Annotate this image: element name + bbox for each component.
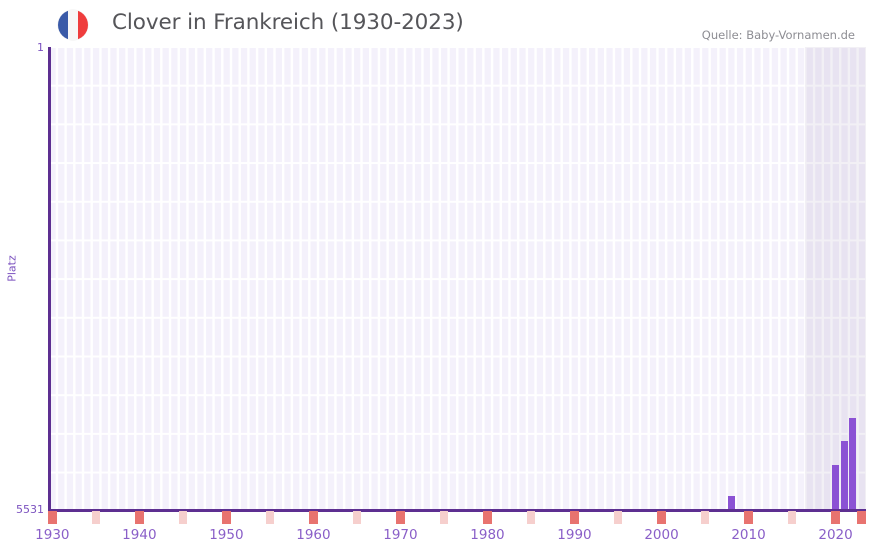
- grid-lines: [48, 47, 866, 511]
- x-tick-label-1940: 1940: [122, 527, 157, 543]
- x-axis-line: [48, 509, 866, 512]
- x-tick-mark-1960: [309, 511, 318, 524]
- x-tick-mark-2023: [857, 511, 866, 524]
- x-tick-mark-1990: [570, 511, 579, 524]
- x-tick-label-2020: 2020: [818, 527, 853, 543]
- x-tick-mark-2010: [744, 511, 753, 524]
- y-axis-tick-bottom: 5531: [16, 503, 44, 516]
- x-tick-label-2010: 2010: [731, 527, 766, 543]
- x-tick-mark-1955: [265, 511, 275, 524]
- y-axis-tick-top: 1: [37, 41, 44, 54]
- chart-header: Clover in Frankreich (1930-2023) Quelle:…: [0, 0, 873, 46]
- x-tick-label-1970: 1970: [383, 527, 418, 543]
- chart-title: Clover in Frankreich (1930-2023): [112, 10, 464, 35]
- x-tick-mark-1985: [526, 511, 536, 524]
- x-tick-mark-1940: [135, 511, 144, 524]
- x-tick-label-1950: 1950: [209, 527, 244, 543]
- bar-2008[interactable]: [727, 495, 735, 511]
- x-tick-label-1960: 1960: [296, 527, 331, 543]
- flag-band-blue: [58, 10, 69, 40]
- x-tick-mark-1935: [91, 511, 101, 524]
- x-tick-mark-1980: [483, 511, 492, 524]
- bar-2022[interactable]: [849, 418, 857, 511]
- bar-2021[interactable]: [840, 440, 848, 511]
- x-tick-mark-1975: [439, 511, 449, 524]
- x-tick-label-1980: 1980: [470, 527, 505, 543]
- france-flag-icon: [58, 10, 88, 40]
- x-tick-mark-2020: [831, 511, 840, 524]
- source-attribution: Quelle: Baby-Vornamen.de: [701, 28, 855, 42]
- y-axis-line: [48, 47, 51, 511]
- y-axis-title: Platz: [5, 255, 19, 282]
- x-tick-mark-1965: [352, 511, 362, 524]
- x-tick-mark-1945: [178, 511, 188, 524]
- x-tick-mark-2015: [787, 511, 797, 524]
- x-tick-mark-2005: [700, 511, 710, 524]
- chart-plot-area: [48, 47, 866, 511]
- x-tick-mark-1970: [396, 511, 405, 524]
- x-tick-label-1930: 1930: [35, 527, 70, 543]
- x-tick-mark-1995: [613, 511, 623, 524]
- x-tick-mark-1950: [222, 511, 231, 524]
- x-tick-label-1990: 1990: [557, 527, 592, 543]
- flag-band-white: [68, 10, 78, 40]
- x-tick-mark-2000: [657, 511, 666, 524]
- bar-2020[interactable]: [832, 465, 839, 511]
- x-tick-mark-1930: [48, 511, 57, 524]
- x-tick-label-2000: 2000: [644, 527, 679, 543]
- flag-band-red: [77, 10, 88, 40]
